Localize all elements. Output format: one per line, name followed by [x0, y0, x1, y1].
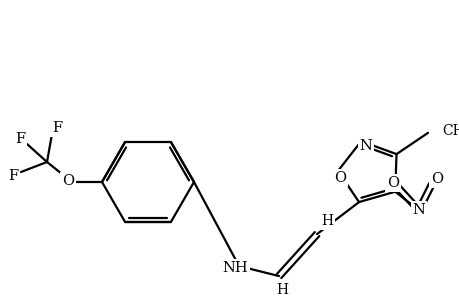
- Text: O: O: [430, 172, 442, 186]
- Text: N: N: [412, 203, 425, 217]
- Text: F: F: [52, 121, 62, 135]
- Text: F: F: [15, 132, 25, 146]
- Text: O: O: [333, 171, 345, 185]
- Text: O: O: [386, 176, 398, 190]
- Text: NH: NH: [222, 261, 247, 275]
- Text: F: F: [8, 169, 18, 183]
- Text: CH₃: CH₃: [441, 124, 459, 138]
- Text: O: O: [62, 174, 74, 188]
- Text: N: N: [359, 139, 372, 153]
- Text: H: H: [275, 283, 287, 297]
- Text: H: H: [320, 214, 332, 228]
